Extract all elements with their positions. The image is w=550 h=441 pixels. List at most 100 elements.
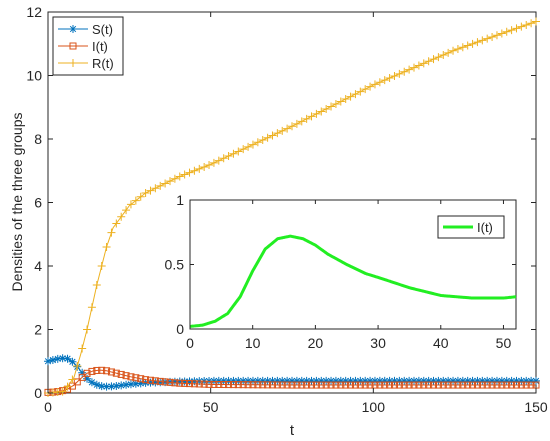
data-point xyxy=(512,376,521,385)
data-point xyxy=(205,380,213,388)
data-point xyxy=(103,367,111,375)
data-point xyxy=(376,381,384,389)
data-point xyxy=(225,381,233,389)
data-point xyxy=(508,381,516,389)
data-point xyxy=(161,378,169,386)
data-point xyxy=(464,381,472,389)
data-point xyxy=(488,381,496,389)
data-point xyxy=(347,381,355,389)
data-point xyxy=(405,381,413,389)
data-point xyxy=(151,378,160,387)
data-point xyxy=(200,380,208,388)
data-point xyxy=(458,376,467,385)
data-point xyxy=(117,381,126,390)
data-point xyxy=(337,381,345,389)
data-point xyxy=(361,376,370,385)
data-point xyxy=(385,74,394,83)
data-point xyxy=(312,381,320,389)
data-point xyxy=(336,376,345,385)
y-tick-label: 0 xyxy=(34,385,42,401)
data-point xyxy=(351,376,360,385)
data-point xyxy=(444,48,453,57)
data-point xyxy=(463,376,472,385)
data-point xyxy=(283,376,292,385)
data-point xyxy=(395,69,404,78)
data-point xyxy=(424,376,433,385)
data-point xyxy=(400,67,409,76)
data-point xyxy=(142,376,150,384)
data-point xyxy=(88,367,96,375)
data-point xyxy=(425,381,433,389)
data-point xyxy=(488,32,497,41)
data-point xyxy=(244,376,253,385)
data-point xyxy=(98,366,106,374)
data-point xyxy=(156,377,164,385)
data-point xyxy=(239,145,248,154)
data-point xyxy=(497,29,506,38)
data-point xyxy=(410,381,418,389)
y-tick-label: 4 xyxy=(34,258,42,274)
data-point xyxy=(473,376,482,385)
data-point xyxy=(239,381,247,389)
data-point xyxy=(195,380,203,388)
data-point xyxy=(69,25,77,33)
data-point xyxy=(244,381,252,389)
data-point xyxy=(83,325,92,334)
data-point xyxy=(258,136,267,145)
inset-x-tick-label: 20 xyxy=(308,335,324,351)
data-point xyxy=(410,376,418,385)
data-point xyxy=(190,380,198,388)
y-tick-label: 2 xyxy=(34,322,42,338)
data-point xyxy=(351,381,359,389)
data-point xyxy=(522,381,530,389)
data-point xyxy=(234,381,242,389)
data-point xyxy=(386,381,394,389)
inset-y-tick-label: 1 xyxy=(176,192,184,208)
data-point xyxy=(317,376,326,385)
data-point xyxy=(453,376,462,385)
data-point xyxy=(224,152,233,161)
data-point xyxy=(122,380,131,389)
y-axis-label: Densities of the three groups xyxy=(9,113,25,292)
data-point xyxy=(512,24,521,33)
data-point xyxy=(161,179,170,188)
data-point xyxy=(395,381,403,389)
data-point xyxy=(146,378,155,387)
y-tick-label: 12 xyxy=(26,4,42,20)
data-point xyxy=(92,380,101,389)
data-point xyxy=(278,381,286,389)
data-point xyxy=(380,76,389,85)
data-point xyxy=(92,281,101,290)
data-point xyxy=(146,186,155,195)
data-point xyxy=(307,112,316,121)
data-point xyxy=(459,381,467,389)
data-point xyxy=(449,381,457,389)
data-point xyxy=(439,50,448,59)
data-point xyxy=(112,381,121,390)
data-point xyxy=(356,376,365,385)
data-point xyxy=(253,138,262,147)
data-point xyxy=(336,97,345,106)
data-point xyxy=(507,26,516,35)
data-point xyxy=(69,59,77,67)
data-point xyxy=(63,382,72,391)
data-point xyxy=(244,142,253,151)
series-0 xyxy=(44,354,540,391)
data-point xyxy=(259,381,267,389)
data-point xyxy=(410,63,418,72)
data-point xyxy=(136,192,145,201)
data-point xyxy=(356,381,364,389)
data-point xyxy=(283,124,292,133)
data-point xyxy=(478,376,487,385)
data-point xyxy=(381,381,389,389)
data-point xyxy=(166,177,174,186)
data-point xyxy=(102,242,111,251)
data-point xyxy=(209,376,218,385)
data-point xyxy=(298,381,306,389)
data-point xyxy=(380,376,389,385)
data-point xyxy=(497,376,506,385)
data-point xyxy=(322,376,331,385)
data-point xyxy=(361,381,369,389)
data-point xyxy=(205,161,214,170)
